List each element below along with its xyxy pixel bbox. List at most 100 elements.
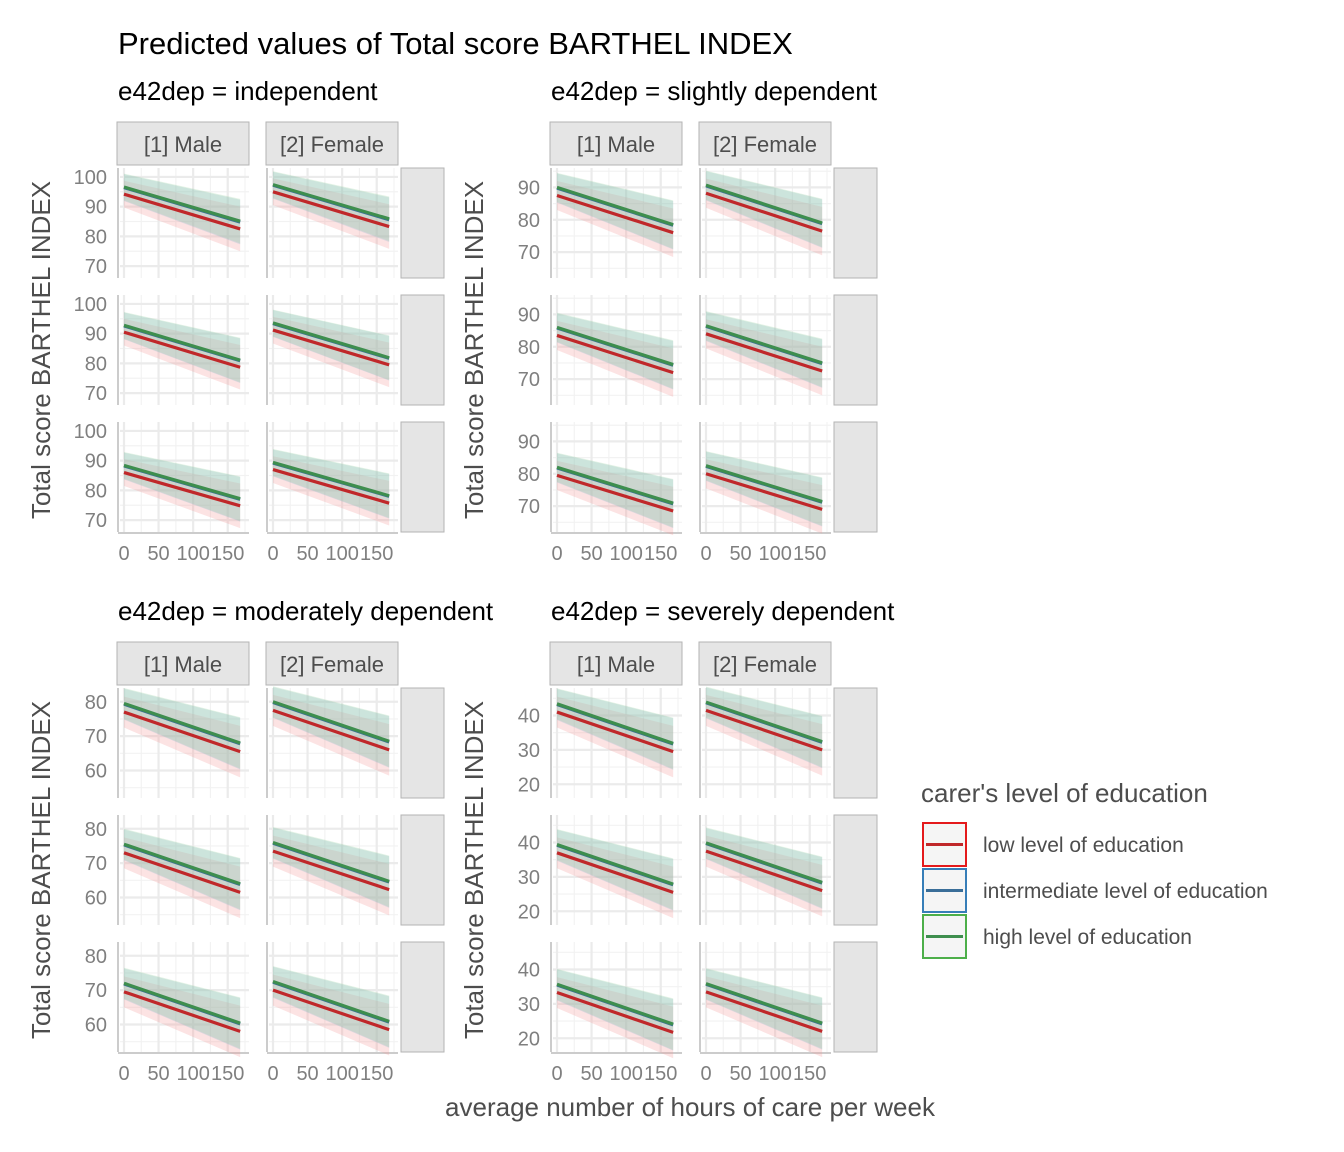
series-line-low <box>123 851 241 894</box>
confidence-band-high <box>273 686 390 768</box>
confidence-band-low <box>273 316 390 388</box>
series-line-high <box>272 321 390 360</box>
y-tick-label: 80 <box>85 692 107 714</box>
column-strip-label: [2] Female <box>280 132 384 157</box>
series-line-low <box>556 333 674 375</box>
series-line-high <box>705 183 823 225</box>
series-line-low <box>272 190 390 229</box>
row-strip <box>400 941 445 1053</box>
x-tick-label: 0 <box>267 1063 278 1085</box>
series-line-low <box>556 710 674 754</box>
series-line-high <box>123 185 241 223</box>
facet-cell <box>699 815 831 925</box>
series-line-high <box>556 185 674 227</box>
series-line-high <box>556 982 674 1026</box>
series-line-low <box>705 708 823 752</box>
facet-cell <box>266 295 398 405</box>
column-strip-label: [2] Female <box>280 652 384 677</box>
legend-label: intermediate level of education <box>983 880 1268 903</box>
confidence-band-high <box>273 449 390 519</box>
y-tick-label: 80 <box>85 819 107 841</box>
x-tick-label: 50 <box>296 543 318 565</box>
series-line-low <box>705 849 823 893</box>
y-tick-label: 60 <box>85 761 107 783</box>
confidence-band-low <box>557 977 674 1059</box>
x-tick-label: 150 <box>644 1063 677 1085</box>
facet-cell: 70 80 90 100 <box>74 167 249 278</box>
confidence-band-low <box>706 459 823 534</box>
column-strip-label: [1] Male <box>144 132 222 157</box>
y-tick-label: 70 <box>85 510 107 532</box>
column-strip-label: [2] Female <box>713 132 817 157</box>
y-tick-label: 40 <box>518 833 540 855</box>
facet-group: e42dep = independent [1] Male [2] Female To… <box>26 76 445 565</box>
confidence-band-low <box>124 976 241 1058</box>
confidence-band-intermediate <box>706 968 823 1050</box>
x-tick-label: 150 <box>793 1063 826 1085</box>
y-tick-label: 90 <box>85 324 107 346</box>
facet-group-label: e42dep = moderately dependent <box>118 596 494 626</box>
x-tick-label: 100 <box>758 1063 791 1085</box>
row-strip <box>833 167 878 279</box>
x-tick-label: 100 <box>176 543 209 565</box>
x-tick-label: 100 <box>325 1063 358 1085</box>
facet-cell: 20 30 40 0 50 100 150 <box>518 942 682 1085</box>
y-tick-label: 60 <box>85 1015 107 1037</box>
confidence-band-high <box>273 827 390 908</box>
series-line-high <box>272 460 390 498</box>
y-tick-label: 70 <box>518 496 540 518</box>
facet-cell: 20 30 40 <box>518 815 682 925</box>
y-tick-label: 30 <box>518 740 540 762</box>
x-tick-label: 50 <box>729 543 751 565</box>
column-strip-label: [1] Male <box>577 652 655 677</box>
confidence-band-high <box>557 452 674 528</box>
facet-group-label: e42dep = independent <box>118 76 378 106</box>
confidence-band-high <box>706 827 823 909</box>
series-line-low <box>123 330 241 369</box>
row-strip <box>400 687 445 799</box>
series-line-low <box>123 192 241 231</box>
series-line-high <box>123 842 241 886</box>
y-tick-label: 70 <box>85 383 107 405</box>
confidence-band-low <box>124 180 241 252</box>
y-tick-label: 100 <box>74 294 107 316</box>
series-line-high <box>556 465 674 505</box>
y-tick-label: 70 <box>518 242 540 264</box>
facet-cell: 20 30 40 <box>518 688 682 798</box>
confidence-band-low <box>273 456 390 526</box>
series-line-high <box>123 981 241 1025</box>
confidence-band-intermediate <box>273 827 390 908</box>
confidence-band-high <box>124 311 241 383</box>
x-tick-label: 100 <box>758 543 791 565</box>
y-tick-label: 70 <box>85 256 107 278</box>
confidence-band-intermediate <box>557 969 674 1051</box>
y-tick-label: 30 <box>518 994 540 1016</box>
series-line-low <box>556 991 674 1034</box>
x-tick-label: 0 <box>267 543 278 565</box>
column-strip <box>698 641 832 686</box>
confidence-band-intermediate <box>273 310 390 381</box>
confidence-band-low <box>273 835 390 916</box>
confidence-band-low <box>557 180 674 257</box>
facet-group-label: e42dep = severely dependent <box>551 596 895 626</box>
column-strip <box>265 121 399 166</box>
facet-cell: 60 70 80 <box>85 688 249 798</box>
x-tick-label: 50 <box>580 543 602 565</box>
confidence-band-low <box>557 460 674 536</box>
x-tick-label: 0 <box>551 1063 562 1085</box>
series-line-low <box>123 710 241 754</box>
series-line-high <box>705 464 823 504</box>
series-line-high <box>272 183 390 221</box>
confidence-band-high <box>273 966 390 1048</box>
facet-cell: 0 50 100 150 <box>266 942 398 1085</box>
row-strip <box>833 421 878 533</box>
series-line-low <box>123 990 241 1033</box>
confidence-band-intermediate <box>557 829 674 911</box>
series-line-low <box>272 328 390 367</box>
column-strip <box>116 121 250 166</box>
facet-cell <box>699 168 831 278</box>
series-line-high <box>272 980 390 1023</box>
series-line-high <box>123 701 241 745</box>
column-strip <box>549 121 683 166</box>
